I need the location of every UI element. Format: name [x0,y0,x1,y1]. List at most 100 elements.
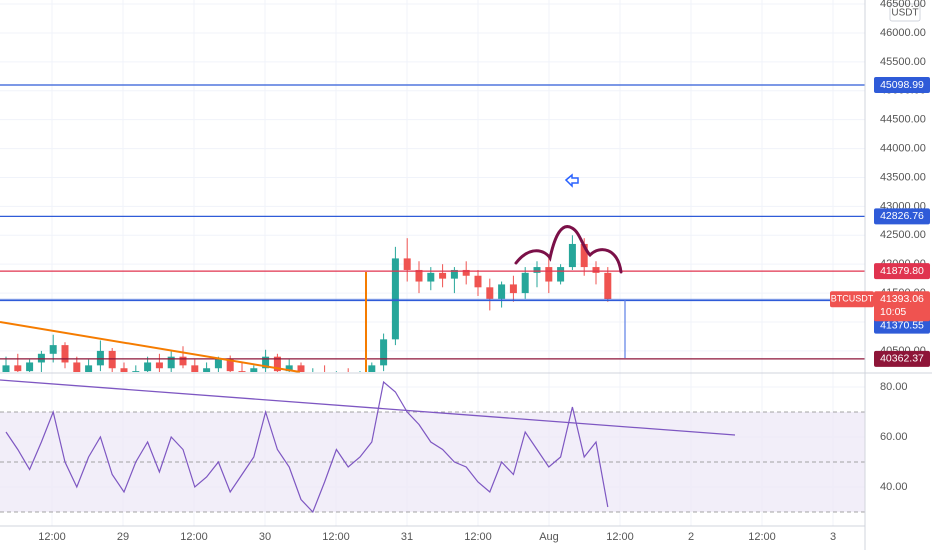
level-label: 42826.76 [880,210,924,222]
y-tick-label: 43500.00 [880,171,926,183]
candle-body [273,356,281,372]
candle-body [439,272,447,279]
candle-body [96,350,104,366]
level-label-box [874,77,930,94]
candle-body [557,267,565,282]
x-tick-label: 3 [830,531,836,543]
candle-body [486,287,494,299]
symbol-tag-box [830,291,874,308]
candle-body [262,356,270,369]
last-price-label: 41393.06 [880,293,924,305]
y-tick-label: 40.00 [880,481,908,493]
candle-body [120,368,128,372]
currency-box [889,3,921,22]
x-tick-label: 30 [259,531,271,543]
x-tick-label: Aug [539,531,559,543]
candle-body [214,359,222,369]
x-tick-label: 12:00 [322,531,350,543]
y-tick-label: 42500.00 [880,229,926,241]
candle-body [85,365,93,372]
candle-body [108,350,116,369]
y-tick-label: 44000.00 [880,142,926,154]
candle-body [132,371,140,372]
x-tick-label: 12:00 [180,531,208,543]
candle-body [73,362,81,372]
candle-body [2,365,10,372]
candle-body [357,374,364,380]
level-label-box [874,350,930,367]
candle-body [545,267,553,282]
candle-body [167,356,175,369]
rsi-band [0,412,865,512]
symbol-tag: BTCUSDT [831,294,874,304]
currency: USDT [891,8,918,19]
y-tick-label: 45500.00 [880,56,926,68]
y-tick-label: 80.00 [880,381,908,393]
candle-body [297,365,305,372]
countdown: 10:05 [880,306,906,318]
candle-body [415,269,423,282]
price-pane [0,84,865,383]
x-tick-label: 2 [688,531,694,543]
level-label-box [874,263,930,280]
candle-body [368,365,376,372]
level-label-box [874,208,930,225]
candle-body [462,269,470,276]
candle-body [37,353,45,363]
candle-body [592,267,600,273]
y-tick-label: 46000.00 [880,27,926,39]
hand-drawing [514,225,623,274]
candle-body [521,272,529,294]
candle-body [533,267,541,273]
candle-body [14,365,22,372]
x-tick-label: 12:00 [464,531,492,543]
candle-body [191,365,199,372]
candle-body [49,345,57,354]
cursor-icon [564,173,579,188]
candle-body [380,339,388,366]
candle-body [321,374,328,383]
candle-body [250,368,258,372]
candle-body [226,359,234,372]
x-tick-label: 31 [401,531,413,543]
x-tick-label: 12:00 [38,531,66,543]
candle-body [568,243,576,268]
candle-body [345,377,352,380]
candle-body [203,368,211,372]
x-tick-label: 12:00 [748,531,776,543]
candle-body [509,284,517,294]
level-label: 41879.80 [880,265,924,277]
x-tick-label: 12:00 [606,531,634,543]
candle-body [61,345,69,363]
candle-body [604,272,612,300]
candle-body [179,356,187,366]
y-tick-label: 60.00 [880,431,908,443]
candle-body [144,362,152,372]
rsi-line [5,380,609,514]
candle-body [155,362,163,369]
candle-body [450,269,458,279]
candle-body [474,275,482,288]
last-price-box [874,291,930,322]
candle-body [403,258,411,270]
level-label: 45098.99 [880,79,924,91]
candle-body [391,258,399,340]
candle-body [498,284,506,299]
candle-body [309,374,316,380]
level-label-box [874,317,930,334]
rsi-pane [0,380,865,514]
candle-body [285,365,293,372]
candle-body [26,362,34,372]
axes: 40500.0041000.0041500.0042000.0042500.00… [38,0,930,543]
y-tick-label: 44500.00 [880,114,926,126]
candle-body [427,272,435,282]
y-tick-label: 46500.00 [880,0,926,10]
rsi-trend-line [0,379,736,436]
level-label: 40362.37 [880,353,924,365]
x-tick-label: 29 [117,531,129,543]
level-label: 41370.55 [880,319,924,331]
trend-line [0,321,301,373]
candle-body [238,371,246,372]
